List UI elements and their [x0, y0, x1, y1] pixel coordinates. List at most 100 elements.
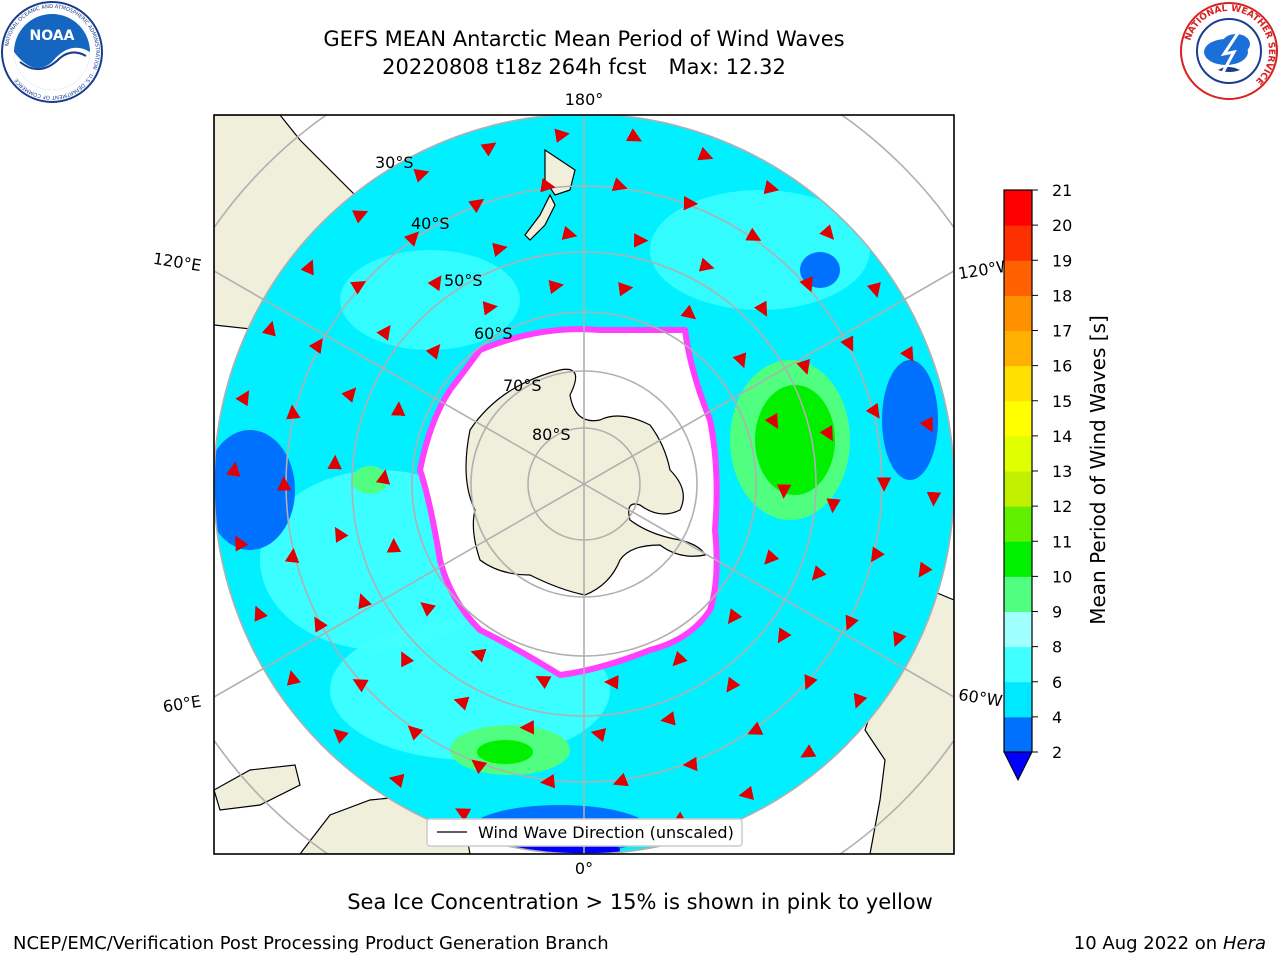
colorbar-segment: [1004, 435, 1032, 472]
colorbar-segment: [1004, 506, 1032, 542]
colorbar-segment: [1004, 365, 1032, 402]
wind-wave-arrow: [425, 344, 441, 360]
wind-wave-arrow: [698, 257, 715, 272]
wind-wave-arrow: [727, 608, 743, 625]
colorbar-tick-label: 2: [1052, 743, 1062, 762]
map-border: [213, 114, 955, 855]
wind-wave-arrow: [804, 674, 818, 691]
wind-wave-arrow: [300, 259, 314, 276]
wind-wave-arrow: [612, 772, 629, 787]
colorbar-tick-label: 4: [1052, 708, 1062, 727]
legend-label: Wind Wave Direction (unscaled): [478, 823, 734, 842]
colorbar-segment: [1004, 576, 1032, 612]
wind-wave-arrow: [672, 650, 688, 667]
wind-wave-arrow: [753, 300, 768, 317]
wind-wave-arrow: [413, 168, 430, 183]
wind-wave-arrow: [893, 630, 907, 647]
colorbar-segment: [1004, 260, 1032, 296]
wind-wave-arrow: [918, 561, 933, 578]
wind-wave-arrow: [738, 785, 755, 800]
wind-wave-arrow: [470, 648, 487, 663]
wind-wave-arrow: [286, 669, 301, 686]
wind-wave-arrow: [764, 412, 779, 429]
wind-wave-arrow: [919, 416, 933, 433]
wind-wave-arrow: [420, 602, 436, 617]
wind-wave-arrow: [358, 593, 372, 610]
wind-wave-arrow: [226, 461, 241, 477]
wind-wave-arrow: [350, 281, 367, 295]
forecast-date: 20220808 t18z 264h fcst: [382, 55, 647, 79]
wind-wave-arrow: [561, 225, 578, 240]
colorbar-segment: [1004, 681, 1032, 718]
nws-logo: NATIONAL WEATHER SERVICE: [1180, 2, 1278, 100]
wind-wave-arrow: [745, 227, 762, 241]
wind-wave-arrow: [535, 675, 552, 690]
wind-wave-arrow: [747, 721, 764, 735]
wind-wave-arrow: [540, 773, 556, 789]
wind-wave-arrow: [845, 614, 859, 631]
wind-wave-arrow: [540, 178, 556, 193]
wind-wave-arrow: [453, 696, 470, 711]
wind-wave-arrow: [314, 616, 328, 633]
wind-wave-arrow: [455, 808, 472, 822]
wind-wave-arrow: [590, 728, 607, 743]
new-zealand-south: [524, 193, 556, 241]
wind-wave-arrow: [697, 146, 714, 161]
wind-wave-arrow: [403, 231, 419, 247]
wind-wave-arrow: [866, 282, 881, 298]
madagascar-land: [214, 764, 301, 811]
colorbar-segment: [1004, 541, 1032, 577]
wind-wave-arrow: [625, 128, 643, 142]
lat-label-40s: 40°S: [411, 214, 450, 233]
wind-wave-arrow: [726, 676, 741, 693]
wind-wave-arrow: [853, 692, 868, 709]
lat-label-60s: 60°S: [474, 324, 513, 343]
lat-label-80s: 80°S: [532, 425, 571, 444]
colorbar-tick-label: 6: [1052, 673, 1062, 692]
wind-wave-arrow: [286, 404, 301, 420]
colorbar-tick-label: 10: [1052, 567, 1072, 586]
footer-machine: Hera: [1222, 933, 1266, 954]
colorbar-tick-label: 16: [1052, 357, 1072, 376]
wind-wave-arrow: [732, 352, 747, 369]
colorbar-tick-label: 19: [1052, 251, 1072, 270]
wind-wave-arrow: [401, 651, 415, 668]
colorbar-segment: [1004, 295, 1032, 331]
wind-wave-arrow: [548, 279, 564, 295]
noaa-wordmark: NOAA: [30, 28, 75, 44]
wind-wave-arrow: [388, 773, 405, 788]
colorbar-title: Mean Period of Wind Waves [s]: [1086, 315, 1110, 625]
wind-wave-arrow: [376, 324, 391, 341]
wind-wave-arrow: [235, 535, 249, 552]
wind-wave-arrow: [660, 711, 676, 726]
wind-wave-arrow: [819, 224, 835, 240]
lat-label-50s: 50°S: [444, 271, 483, 290]
footer-credit: NCEP/EMC/Verification Post Processing Pr…: [13, 933, 609, 954]
colorbar-tick-label: 18: [1052, 286, 1072, 305]
meridian-label-60e: 60°E: [162, 692, 203, 717]
footer-date-text: 10 Aug 2022 on: [1073, 933, 1218, 954]
colorbar-segment: [1004, 190, 1032, 226]
wind-wave-arrow: [235, 390, 250, 407]
wind-wave-arrow: [618, 282, 634, 297]
meridian-label-60w: 60°W: [957, 685, 1004, 711]
wind-wave-arrow: [352, 210, 369, 224]
wind-wave-arrows: [226, 128, 942, 840]
footer-date: 10 Aug 2022 on Hera: [1074, 933, 1266, 954]
wind-wave-arrow: [899, 345, 914, 362]
colorbar-segment: [1004, 330, 1032, 367]
colorbar-tick-label: 17: [1052, 322, 1072, 341]
wind-wave-arrow: [763, 180, 780, 195]
wind-wave-arrow: [391, 401, 406, 416]
wind-wave-arrow: [492, 242, 508, 257]
wind-wave-arrow: [796, 358, 810, 375]
wind-wave-arrow: [554, 128, 570, 143]
lat-label-70s: 70°S: [503, 376, 542, 395]
colorbar-tick-label: 14: [1052, 427, 1072, 446]
wind-wave-arrow: [800, 744, 817, 758]
colorbar-tick-label: 15: [1052, 392, 1072, 411]
lat-label-30s: 30°S: [375, 153, 414, 172]
wind-wave-arrow: [427, 275, 442, 292]
colorbar: 2 4 6 8 9 10 11 12 13 14 15 16 17 18 19 20 21: [1003, 181, 1072, 782]
wind-wave-arrow: [284, 547, 300, 564]
